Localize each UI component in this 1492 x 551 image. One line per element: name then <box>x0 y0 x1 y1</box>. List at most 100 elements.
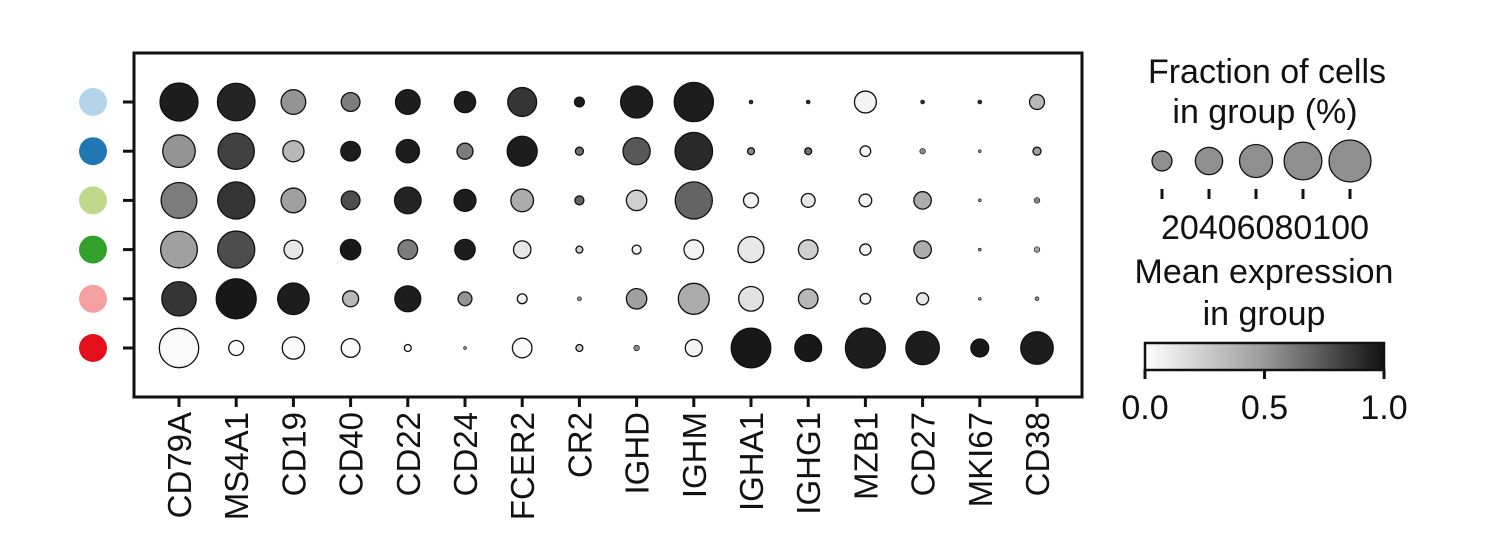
dot <box>913 240 932 259</box>
dot <box>742 192 760 209</box>
dot <box>575 343 584 353</box>
size-legend-dot <box>1194 146 1224 176</box>
dot <box>978 198 982 203</box>
dot <box>913 191 932 210</box>
x-axis-gene-labels: CD79A MS4A1 CD19 CD40 CD22 CD24 FCER2 CR2 IGHD IG… <box>161 412 1056 520</box>
dot <box>977 99 983 105</box>
colorbar-tick-label: 0.5 <box>1241 389 1288 427</box>
dot <box>341 290 360 308</box>
dot <box>340 91 361 113</box>
dot <box>622 136 651 166</box>
dot <box>978 149 982 153</box>
group-swatch <box>79 186 107 215</box>
colorbar-ticks: 0.0 0.5 1.0 <box>1121 369 1408 427</box>
dot-grid <box>158 81 1054 369</box>
size-legend-dot <box>1238 143 1274 179</box>
dot <box>457 291 473 307</box>
dot <box>454 238 476 261</box>
size-legend-tick-labels: 20406080100 <box>1161 209 1369 247</box>
dot <box>394 89 421 115</box>
dot <box>905 330 940 366</box>
x-tick-label: CD40 <box>333 412 370 496</box>
dot <box>574 195 585 206</box>
dot <box>510 188 535 213</box>
dot <box>283 239 304 260</box>
dot <box>339 238 362 261</box>
colorbar-tick-label: 0.0 <box>1121 389 1168 427</box>
dot <box>1028 93 1046 111</box>
dot <box>394 285 422 313</box>
dot <box>403 343 412 353</box>
dot <box>453 90 477 114</box>
dot <box>280 187 307 214</box>
y-axis-ticks <box>123 100 134 350</box>
dot <box>281 336 306 360</box>
x-tick-label: MKI67 <box>962 412 999 507</box>
dot <box>512 240 532 259</box>
dot <box>395 138 421 164</box>
dot <box>619 85 654 119</box>
dot <box>737 235 765 264</box>
color-legend: Mean expression in group 0.0 0.5 1.0 <box>1121 253 1407 427</box>
group-swatch <box>79 137 107 166</box>
dot <box>978 297 982 301</box>
dot <box>633 344 640 352</box>
colorbar <box>1143 341 1386 372</box>
dot <box>794 333 823 363</box>
dot <box>748 99 754 105</box>
x-axis-ticks <box>177 397 1039 407</box>
x-tick-label: CR2 <box>561 412 598 478</box>
dot <box>217 181 256 220</box>
dot <box>844 327 887 369</box>
dot <box>859 243 872 256</box>
dot <box>746 147 756 156</box>
dot <box>677 282 710 315</box>
dot <box>158 327 200 369</box>
x-tick-label: CD27 <box>905 412 942 496</box>
size-legend-title-line1: Fraction of cells <box>1148 53 1386 91</box>
dot <box>160 181 198 219</box>
dot <box>506 135 538 167</box>
dot <box>456 142 474 160</box>
dot <box>277 282 310 316</box>
dot <box>683 239 705 261</box>
dot <box>573 96 585 108</box>
dot <box>1020 331 1054 365</box>
dot <box>453 188 477 213</box>
size-legend: Fraction of cells in group (%) 204060801… <box>1148 53 1386 247</box>
group-swatch <box>79 235 107 264</box>
dot <box>159 82 199 122</box>
dot <box>978 247 982 252</box>
dot <box>631 244 642 255</box>
size-legend-dots: 20406080100 <box>1151 139 1372 247</box>
dot <box>919 148 926 155</box>
dot <box>282 139 305 163</box>
dot <box>674 131 714 171</box>
dot <box>859 292 872 305</box>
dot <box>853 90 878 114</box>
dot <box>915 292 930 306</box>
dot <box>340 140 362 162</box>
dot <box>162 134 196 169</box>
dot <box>161 280 197 317</box>
group-swatch <box>79 334 107 362</box>
dot <box>393 186 422 215</box>
color-legend-title-line2: in group <box>1203 295 1326 333</box>
dot <box>797 288 819 310</box>
plot-frame <box>132 51 1084 399</box>
dot <box>217 230 256 269</box>
dot <box>215 278 257 320</box>
dot <box>684 338 703 358</box>
dot <box>673 81 715 123</box>
dot <box>859 145 872 158</box>
x-tick-label: IGHA1 <box>733 412 770 511</box>
dot <box>738 285 764 312</box>
dot <box>970 338 990 358</box>
x-tick-label: CD24 <box>447 412 484 496</box>
dot <box>800 192 816 208</box>
x-tick-label: CD38 <box>1019 412 1056 496</box>
dot <box>797 239 819 261</box>
dot <box>228 339 245 357</box>
colorbar-tick-label: 1.0 <box>1360 389 1407 427</box>
